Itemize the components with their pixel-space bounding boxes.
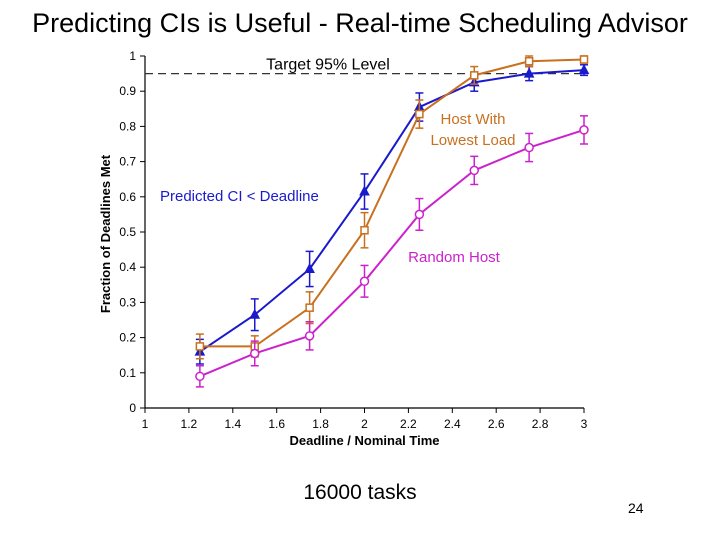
data-point (578, 64, 590, 75)
data-point (360, 225, 369, 235)
series-line (199, 69, 585, 353)
x-tick-label: 2.8 (532, 417, 549, 431)
y-tick-label: 0 (129, 401, 136, 415)
annotation-label: Host With (440, 111, 505, 128)
annotation-label: Lowest Load (430, 132, 515, 149)
x-tick-label: 1.8 (312, 417, 329, 431)
chart-labels: Target 95% Level Host With Lowest Load Pred… (160, 57, 516, 266)
data-point (305, 303, 314, 312)
y-tick-label: 0.6 (119, 190, 136, 204)
data-point (579, 125, 589, 135)
page-number: 24 (628, 500, 644, 516)
x-tick-label: 3 (581, 417, 588, 431)
data-point (524, 142, 534, 153)
y-tick-label: 0.1 (119, 366, 136, 380)
chart-marks (145, 55, 590, 388)
series-2 (195, 115, 589, 388)
data-point (524, 57, 534, 66)
y-axis-title: Fraction of Deadlines Met (98, 154, 113, 313)
y-tick-label: 1 (129, 49, 136, 63)
y-tick-label: 0.7 (119, 155, 136, 169)
target-reference-label: Target 95% Level (266, 57, 390, 74)
x-tick-label: 1 (142, 417, 149, 431)
footer-note: 16000 tasks (303, 481, 417, 504)
data-point (359, 185, 370, 196)
x-tick-label: 1.6 (268, 417, 285, 431)
y-tick-label: 0.2 (119, 331, 136, 345)
series-line (199, 58, 585, 348)
annotation-label: Random Host (408, 249, 501, 266)
data-point (579, 55, 589, 64)
y-tick-label: 0.4 (119, 260, 136, 274)
y-tick-label: 0.8 (119, 119, 136, 133)
data-point (469, 165, 479, 176)
data-point (195, 342, 205, 351)
x-tick-label: 2 (361, 417, 368, 431)
data-point (249, 308, 261, 319)
x-tick-label: 2.6 (488, 417, 505, 431)
series-0 (194, 64, 590, 365)
y-tick-label: 0.5 (119, 225, 136, 239)
data-point (359, 276, 370, 287)
x-tick-label: 2.2 (400, 417, 417, 431)
data-point (470, 71, 479, 80)
x-tick-label: 2.4 (444, 417, 461, 431)
data-point (250, 348, 260, 359)
annotation-label: Predicted CI < Deadline (160, 188, 319, 205)
series-1 (195, 55, 589, 360)
slide-title: Predicting CIs is Useful - Real-time Sch… (32, 8, 688, 38)
x-tick-label: 1.4 (224, 417, 241, 431)
series-line (199, 128, 585, 378)
y-tick-label: 0.3 (119, 295, 136, 309)
data-point (415, 109, 424, 119)
data-point (304, 262, 315, 273)
x-tick-label: 1.2 (181, 417, 198, 431)
data-point (414, 209, 425, 220)
data-point (523, 67, 535, 78)
x-axis-title: Deadline / Nominal Time (289, 433, 439, 448)
data-point (195, 371, 205, 382)
y-tick-label: 0.9 (119, 84, 136, 98)
chart-axes: 0 0.1 0.2 0.3 0.4 0.5 0.6 0.7 0.8 0.9 1 1 1.2 1.4 1.6 1… (98, 49, 588, 448)
data-point (304, 331, 315, 341)
